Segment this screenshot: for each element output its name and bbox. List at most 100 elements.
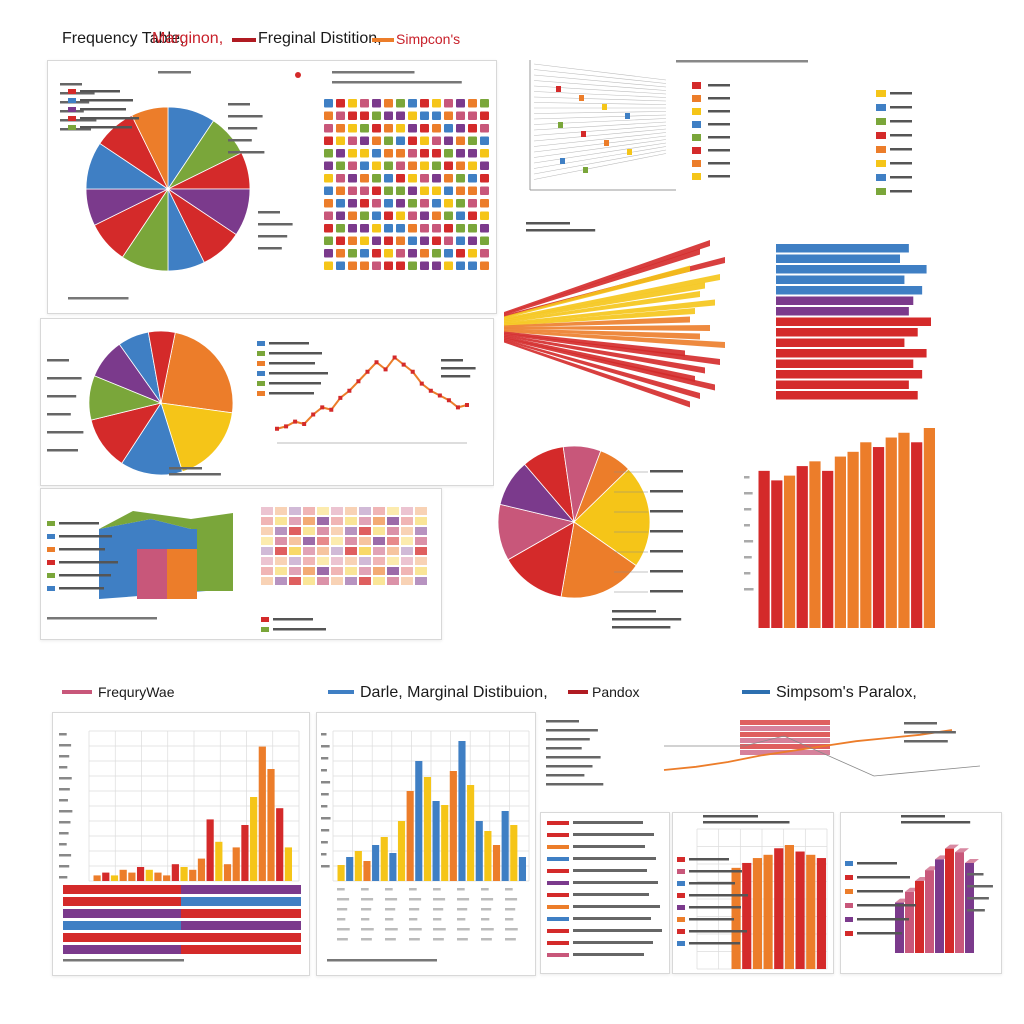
- legend-swatch: [68, 89, 76, 94]
- fan-bar: [504, 299, 715, 325]
- axis-label: [409, 928, 422, 931]
- axis-label: [337, 918, 346, 921]
- line-point: [311, 412, 316, 417]
- heatmap-cell: [480, 174, 489, 183]
- band: [63, 921, 183, 930]
- fan-bar: [504, 308, 695, 326]
- bar-top: [955, 848, 969, 853]
- tick-label: [321, 745, 330, 748]
- axis-label: [481, 928, 494, 931]
- line-point: [446, 398, 451, 403]
- legend-swatch: [257, 381, 265, 386]
- text-line: [708, 175, 730, 178]
- axis-label: [385, 928, 398, 931]
- pie-slice: [573, 468, 651, 567]
- label-text: [169, 467, 202, 470]
- axis-label: [457, 898, 470, 901]
- panel-legend-list: [540, 812, 670, 974]
- heatmap-cell: [372, 186, 381, 195]
- text-line: [708, 149, 730, 152]
- axis-label: [361, 898, 374, 901]
- heatmap-cell: [324, 124, 333, 133]
- fan-bar: [504, 240, 710, 314]
- heat-strip: [345, 547, 357, 555]
- heat-strip: [359, 557, 371, 565]
- heat-strip: [359, 547, 371, 555]
- axis-label: [337, 898, 350, 901]
- heatmap-cell: [468, 236, 477, 245]
- heatmap-cell: [324, 111, 333, 120]
- heatmap-cell: [384, 136, 393, 145]
- line-point: [428, 388, 433, 393]
- heatmap-cell: [408, 249, 417, 258]
- label-text: [47, 449, 78, 452]
- bar: [197, 858, 206, 881]
- panel-pie-heatmap: [47, 60, 497, 314]
- axis-label: [361, 908, 372, 911]
- tick-label: [321, 829, 330, 832]
- tick-label: [321, 733, 327, 736]
- fan-line: [533, 96, 667, 102]
- heatmap-cell: [324, 186, 333, 195]
- bar-top: [945, 844, 959, 849]
- bar: [915, 881, 924, 953]
- heatmap-cell: [348, 174, 357, 183]
- legend-swatch: [47, 547, 55, 552]
- heatmap-cell: [360, 136, 369, 145]
- legend-text: [80, 108, 126, 111]
- band-line-chart: [546, 720, 981, 786]
- bar: [189, 869, 197, 881]
- heat-strip: [289, 507, 301, 515]
- bar: [816, 858, 826, 969]
- heatmap-cell: [324, 161, 333, 170]
- heat-strip: [415, 507, 427, 515]
- table-swatch: [692, 134, 701, 141]
- line-point: [383, 367, 388, 372]
- heatmap-cell: [408, 236, 417, 245]
- table-swatch: [876, 132, 886, 139]
- axis-label: [361, 938, 372, 941]
- fan-marker: [579, 95, 584, 101]
- heatmap-cell: [456, 124, 465, 133]
- heatmap-cell: [360, 261, 369, 270]
- section2-title-2: Darle, Marginal Distibuion,: [360, 684, 548, 701]
- heatmap-cell: [480, 149, 489, 158]
- line-point: [275, 426, 279, 431]
- axis-label: [361, 918, 370, 921]
- legend-swatch: [547, 929, 569, 933]
- heat-strip: [359, 527, 371, 535]
- tick-label: [59, 799, 68, 802]
- heatmap-cell: [384, 249, 393, 258]
- panel-tall-bars: [744, 416, 944, 634]
- legend-swatch: [47, 560, 55, 565]
- axis-label: [385, 918, 394, 921]
- fan-marker: [583, 167, 588, 173]
- header-title-3: Freginal Distition,: [258, 30, 382, 47]
- tick-label: [744, 588, 754, 591]
- axis-label: [433, 898, 446, 901]
- panel-histogram-1: [52, 712, 310, 976]
- band: [740, 744, 830, 749]
- heatmap-cell: [384, 111, 393, 120]
- label-text: [228, 127, 258, 130]
- heatmap-cell: [432, 236, 441, 245]
- band: [181, 885, 301, 894]
- legend-text: [269, 372, 328, 375]
- band: [181, 909, 301, 918]
- legend-text: [689, 930, 747, 933]
- table-swatch: [692, 160, 701, 167]
- label-text: [612, 618, 682, 621]
- line-point: [338, 395, 343, 400]
- label-text: [904, 740, 948, 743]
- label-text: [612, 610, 656, 613]
- axis-label: [481, 918, 490, 921]
- line-point: [401, 362, 406, 367]
- heatmap-cell: [444, 199, 453, 208]
- title-text: [526, 229, 596, 232]
- fan-bar: [504, 334, 705, 374]
- label-text: [546, 720, 579, 723]
- heatmap-cell: [372, 224, 381, 233]
- bar: [346, 857, 354, 881]
- heatmap-cell: [420, 186, 429, 195]
- table-swatch: [692, 108, 701, 115]
